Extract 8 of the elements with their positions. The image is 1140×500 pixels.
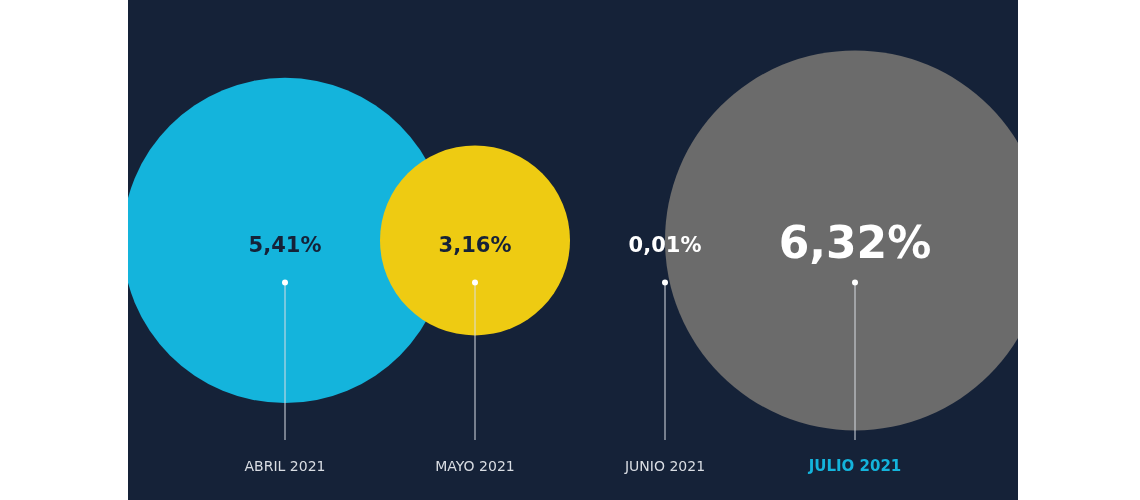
category-label: MAYO 2021 [435,457,515,474]
data-label: 5,41% [248,232,322,257]
category-label: ABRIL 2021 [244,457,326,474]
data-label: 0,01% [628,232,702,257]
category-label: JULIO 2021 [807,456,902,475]
data-label: 6,32% [778,216,932,268]
category-label: JUNIO 2021 [623,457,706,474]
data-label: 3,16% [438,232,512,257]
